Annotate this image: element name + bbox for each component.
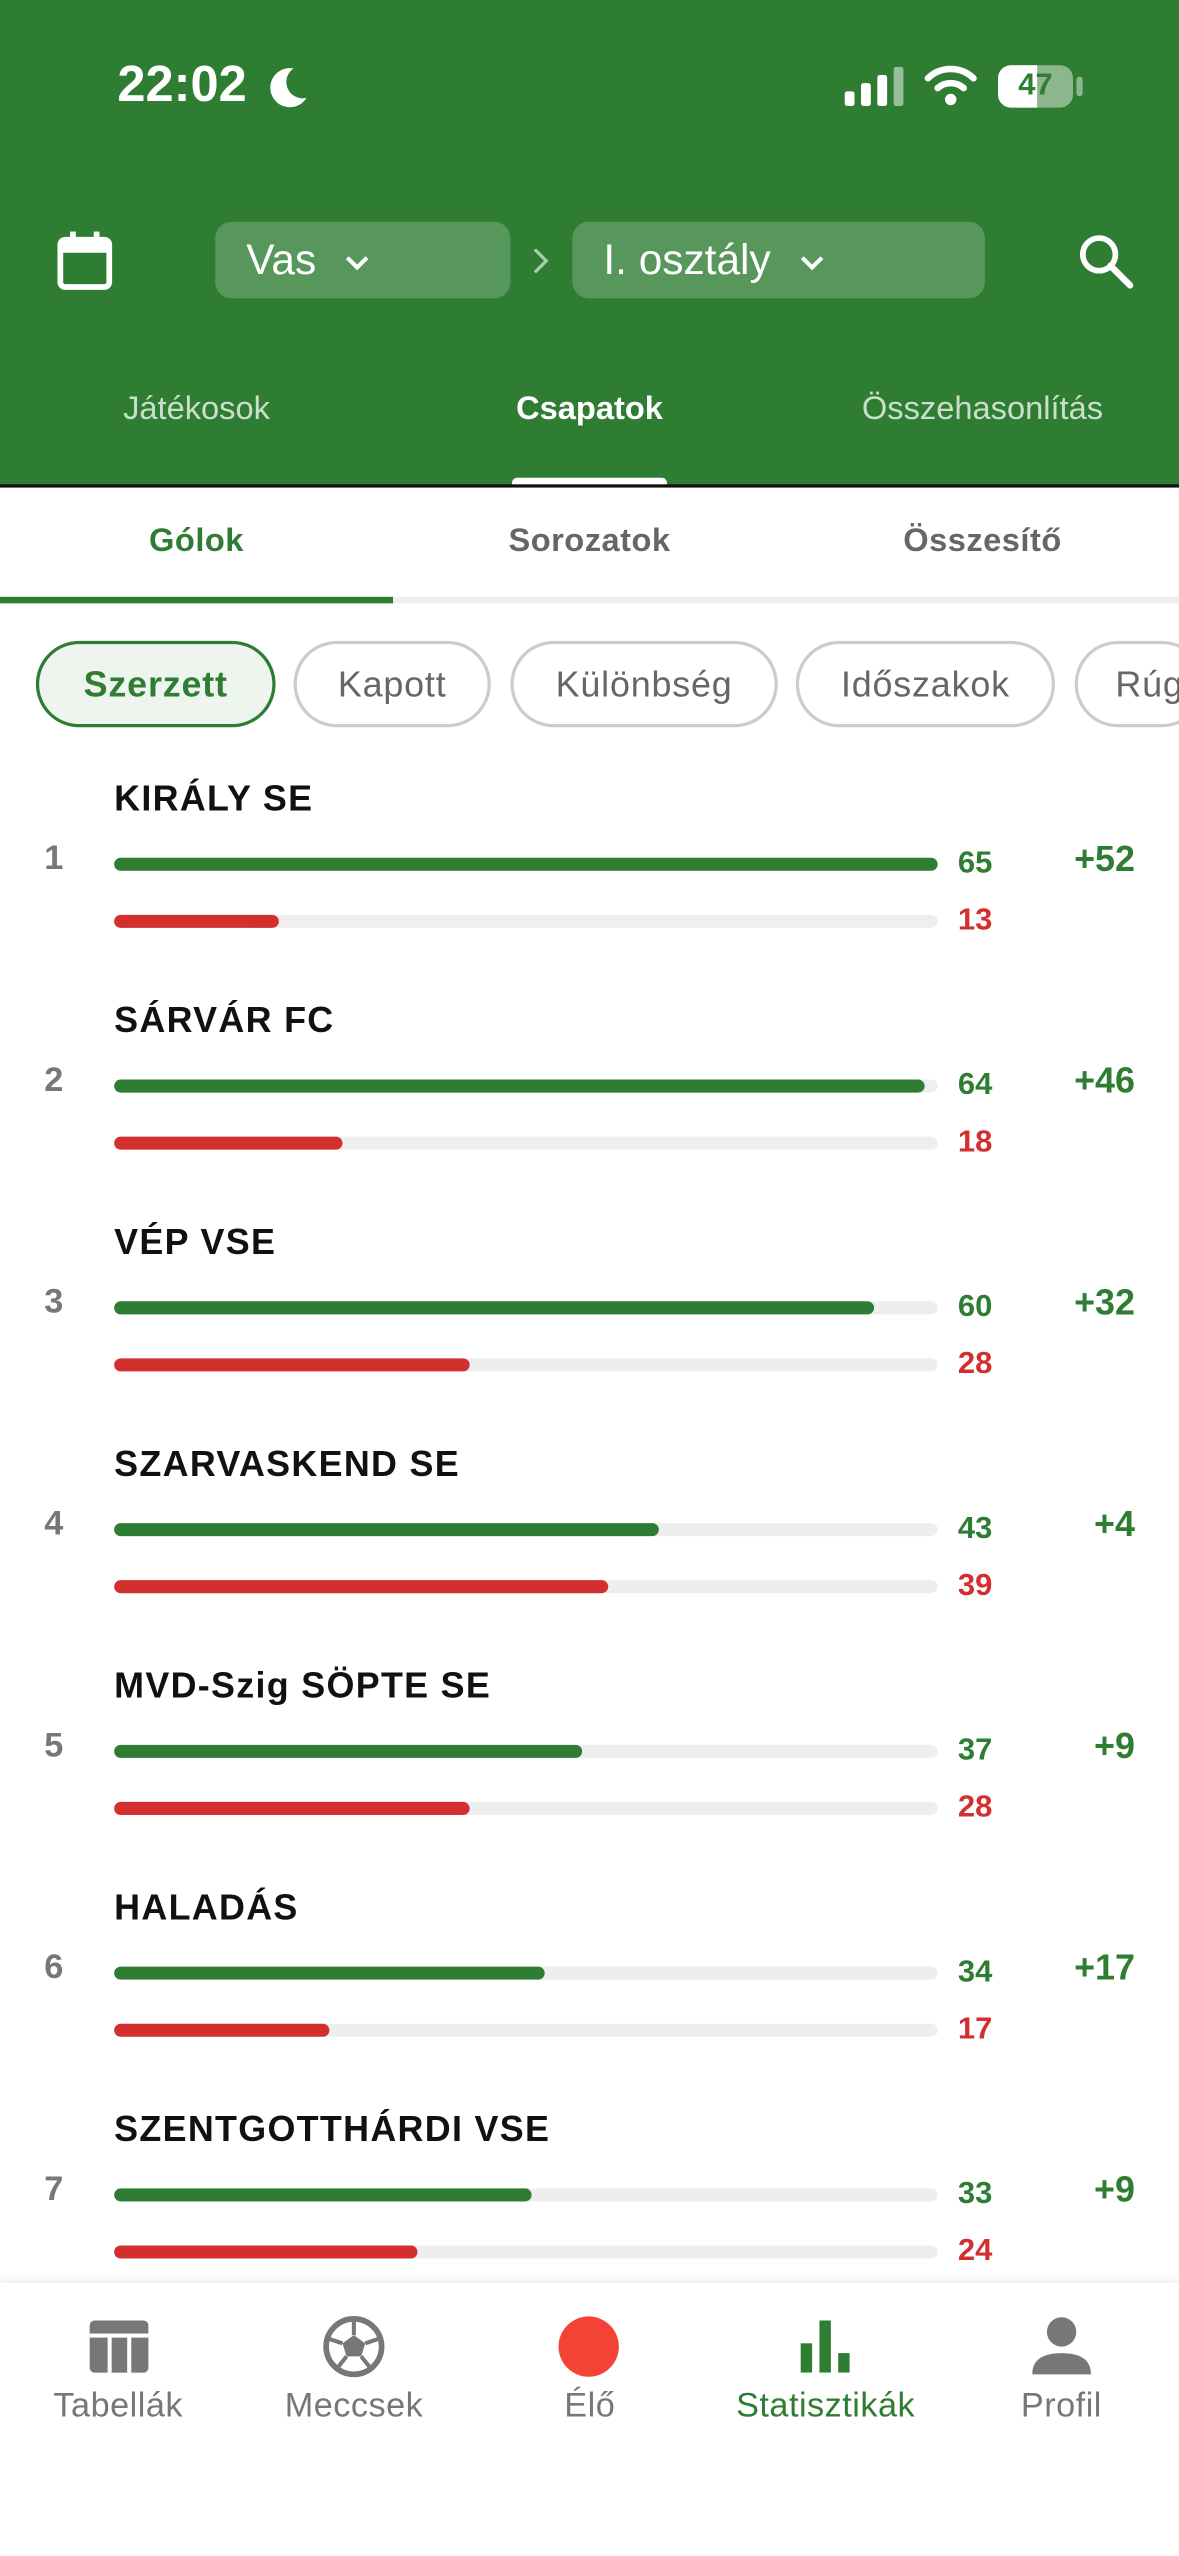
signal-icon [844, 66, 904, 106]
goal-difference: +9 [1094, 1725, 1135, 1767]
tab[interactable]: Játékosok [123, 391, 270, 428]
battery-cap [1076, 76, 1083, 97]
header-border [0, 484, 1179, 488]
goal-difference: +4 [1094, 1503, 1135, 1545]
goal-difference: +32 [1074, 1281, 1135, 1323]
team-name: SZENTGOTTHÁRDI VSE [114, 2108, 551, 2150]
team-name: MVD-Szig SÖPTE SE [114, 1664, 492, 1706]
scored-value: 60 [957, 1289, 993, 1325]
league-label: I. osztály [603, 234, 771, 284]
nav-icon-live [558, 2316, 619, 2377]
conceded-bar [114, 914, 279, 928]
scored-value: 33 [957, 2176, 993, 2212]
scored-value: 34 [957, 1955, 993, 1990]
goal-difference: +52 [1074, 838, 1135, 879]
team-rank: 7 [44, 2170, 64, 2208]
conceded-value: 28 [957, 1790, 993, 1825]
team-name: KIRÁLY SE [114, 777, 314, 819]
conceded-value: 18 [957, 1125, 993, 1160]
team-name: SZARVASKEND SE [114, 1443, 461, 1484]
conceded-bar [114, 2023, 330, 2037]
battery-text: 47 [1018, 68, 1053, 103]
team-rank: 6 [44, 1948, 64, 1987]
conceded-bar [114, 1801, 469, 1815]
dropdown-icon [800, 256, 824, 271]
conceded-bar [114, 1580, 609, 1594]
filter-chip[interactable]: Szerzett [35, 640, 276, 728]
filter-chip[interactable]: Időszakok [795, 640, 1056, 728]
conceded-value: 13 [957, 903, 993, 938]
filter-chip[interactable]: Különbség [510, 640, 778, 728]
nav-icon-profile [1032, 2317, 1091, 2375]
subtab-divider [0, 596, 1179, 604]
team-rank: 5 [44, 1726, 64, 1765]
team-name: HALADÁS [114, 1886, 299, 1928]
conceded-value: 39 [957, 1568, 993, 1603]
breadcrumb-separator [533, 248, 549, 274]
team-rank: 3 [44, 1283, 64, 1321]
bar-track [114, 914, 938, 928]
nav-item[interactable]: Meccsek [284, 2387, 424, 2425]
battery-level [997, 65, 1038, 108]
conceded-value: 24 [957, 2234, 993, 2269]
dropdown-icon [346, 256, 369, 271]
scored-bar [114, 1301, 875, 1315]
scored-bar [114, 2188, 533, 2202]
status-time: 22:02 [117, 55, 247, 113]
team-rank: 2 [44, 1061, 64, 1100]
scored-bar [114, 1079, 925, 1093]
filter-chip[interactable]: Kapott [293, 640, 491, 728]
team-name: VÉP VSE [114, 1221, 277, 1263]
team-name: SÁRVÁR FC [114, 999, 335, 1041]
scored-bar [114, 1523, 659, 1537]
subtab[interactable]: Sorozatok [508, 523, 671, 560]
goal-difference: +17 [1074, 1947, 1135, 1988]
header: 22:02 47 Vas I. osztály Játékosok Csapato… [0, 0, 1179, 486]
nav-icon-ball [323, 2316, 385, 2378]
scored-bar [114, 1744, 583, 1758]
team-rank: 4 [44, 1505, 64, 1543]
nav-item[interactable]: Statisztikák [736, 2387, 916, 2425]
tab[interactable]: Összehasonlítás [861, 391, 1104, 428]
conceded-bar [114, 1358, 469, 1372]
nav-item[interactable]: Élő [564, 2387, 616, 2425]
conceded-bar [114, 2245, 419, 2259]
scored-value: 43 [957, 1511, 993, 1546]
battery: 47 [997, 65, 1074, 108]
region-select[interactable]: Vas [215, 221, 511, 299]
conceded-value: 28 [957, 1346, 993, 1382]
scored-value: 37 [957, 1733, 993, 1768]
wifi-icon [924, 65, 977, 106]
nav-item[interactable]: Profil [1020, 2387, 1102, 2425]
tab[interactable]: Csapatok [516, 391, 663, 428]
search-button[interactable] [1076, 232, 1135, 291]
subtab-indicator [0, 596, 394, 604]
subtab[interactable]: Összesítő [903, 523, 1062, 560]
nav-icon-stats [800, 2320, 850, 2373]
subtab[interactable]: Gólok [149, 523, 244, 560]
scored-value: 64 [957, 1068, 993, 1103]
nav-item[interactable]: Tabellák [53, 2387, 183, 2425]
scored-value: 65 [957, 846, 993, 881]
goal-difference: +9 [1094, 2168, 1135, 2210]
filter-chip[interactable]: Rúg [1074, 640, 1179, 728]
scored-bar [114, 857, 938, 871]
calendar-button[interactable] [55, 230, 114, 292]
league-select[interactable]: I. osztály [572, 221, 985, 299]
team-rank: 1 [44, 839, 64, 878]
moon-icon [270, 68, 307, 108]
nav-icon-table [89, 2320, 149, 2373]
conceded-bar [114, 1136, 343, 1150]
goal-difference: +46 [1074, 1059, 1135, 1101]
tab-indicator [512, 477, 667, 486]
region-label: Vas [246, 234, 317, 284]
conceded-value: 17 [957, 2012, 993, 2047]
scored-bar [114, 1966, 545, 1980]
